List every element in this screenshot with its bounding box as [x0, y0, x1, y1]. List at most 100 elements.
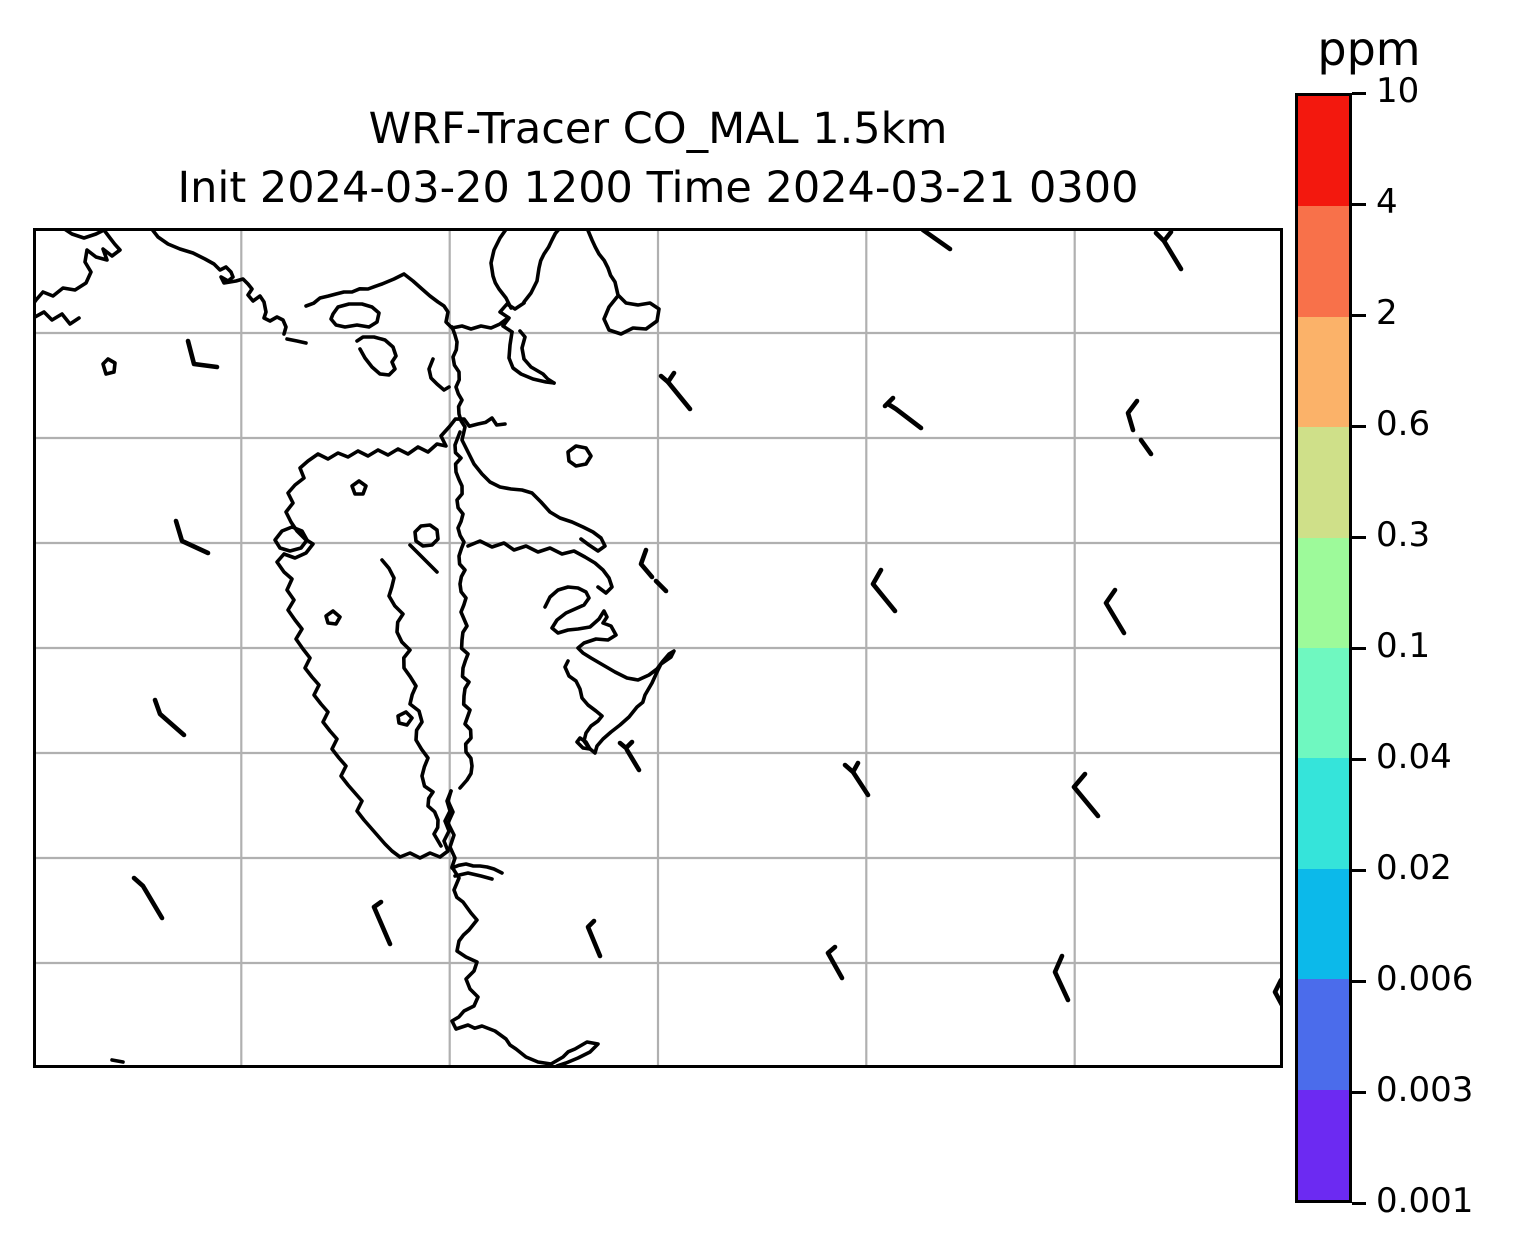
colorbar-tick [1352, 979, 1366, 983]
map-gridlines [33, 228, 1283, 1068]
coastline-path [453, 871, 494, 881]
coastline-path [450, 325, 607, 553]
coastline-path [466, 539, 614, 595]
coastline-path [33, 228, 122, 306]
coastline-path [498, 301, 526, 334]
wind-barb [624, 747, 642, 773]
wind-barb [1161, 229, 1174, 244]
wind-barb [1052, 953, 1071, 1003]
coastline-path [413, 523, 440, 548]
coastline-path [149, 228, 288, 336]
coastline-path [522, 228, 562, 304]
coastline-path [489, 228, 513, 310]
coastline-path [427, 357, 451, 392]
colorbar-tick [1352, 1090, 1366, 1094]
colorbar-tick-label: 0.003 [1376, 1070, 1474, 1110]
wind-barbs [131, 228, 1283, 1008]
colorbar-tick-label: 0.02 [1376, 848, 1452, 888]
plot-title: WRF-Tracer CO_MAL 1.5km [368, 104, 948, 154]
wind-barb [1103, 587, 1127, 636]
wind-barb [617, 739, 635, 751]
colorbar-tick-label: 0.3 [1376, 515, 1431, 555]
coastline-path [396, 710, 414, 727]
coastline-path [408, 543, 439, 574]
colorbar-tick [1352, 91, 1366, 95]
coastline-path [304, 272, 510, 331]
coastline-path [33, 310, 81, 326]
coastline-path [446, 789, 600, 1068]
coastline-path [275, 416, 507, 860]
wind-barb [850, 760, 861, 775]
colorbar-tick-label: 0.04 [1376, 737, 1452, 777]
colorbar-segment [1298, 206, 1349, 317]
colorbar-tick-label: 4 [1376, 182, 1398, 222]
coastline-path [575, 736, 592, 751]
wind-barb [885, 401, 924, 431]
coastline-path [566, 444, 593, 468]
coastline-path [350, 479, 368, 496]
wind-barb [585, 918, 603, 959]
colorbar-segment [1298, 427, 1349, 538]
colorbar-tick [1352, 1201, 1366, 1205]
plot-subtitle: Init 2024-03-20 1200 Time 2024-03-21 030… [177, 163, 1139, 213]
colorbar-tick-label: 0.6 [1376, 404, 1431, 444]
coastline-path [543, 585, 676, 755]
wind-barb [131, 875, 165, 921]
colorbar-segment [1298, 96, 1349, 207]
colorbar-tick-label: 0.006 [1376, 959, 1474, 999]
coastline-path [585, 228, 661, 336]
colorbar-segment [1298, 648, 1349, 759]
colorbar-segment [1298, 979, 1349, 1090]
coastline-path [518, 329, 556, 385]
colorbar-tick [1352, 202, 1366, 206]
wind-barb [152, 697, 187, 738]
coastline-path [285, 337, 308, 345]
colorbar-segment [1298, 868, 1349, 980]
colorbar-tick [1352, 757, 1366, 761]
colorbar-tick [1352, 424, 1366, 428]
colorbar-segment [1298, 758, 1349, 869]
wind-barb [665, 370, 677, 385]
colorbar-segment [1298, 1089, 1349, 1201]
wind-barb [825, 944, 845, 981]
wind-barb [185, 338, 220, 370]
coastline-path [450, 862, 504, 875]
wind-barb [173, 518, 211, 556]
map-frame [33, 228, 1283, 1068]
wind-barb [653, 578, 669, 594]
colorbar-segment [1298, 316, 1349, 428]
colorbar-tick-label: 0.1 [1376, 626, 1431, 666]
wind-barb [1125, 398, 1140, 433]
wind-barb [1071, 771, 1101, 819]
colorbar-tick [1352, 313, 1366, 317]
wind-barb [371, 899, 393, 947]
coastline-path [329, 302, 381, 329]
coastline-path [110, 1058, 125, 1064]
coastline-path [101, 357, 117, 376]
coastline-path [324, 609, 342, 626]
coastline-path [355, 335, 398, 377]
coastline-path [380, 558, 443, 848]
colorbar-tick [1352, 868, 1366, 872]
colorbar [1295, 93, 1352, 1203]
coastline-path [507, 330, 556, 385]
colorbar-tick [1352, 535, 1366, 539]
wind-barb [638, 547, 655, 580]
coastline-path [273, 525, 309, 553]
wind-barb [1138, 437, 1154, 457]
coastline-path [453, 430, 474, 790]
plot-title-block: WRF-Tracer CO_MAL 1.5km Init 2024-03-20 … [33, 100, 1283, 218]
wind-barb [1272, 977, 1283, 1008]
colorbar-tick [1352, 646, 1366, 650]
wind-barb [882, 395, 896, 409]
colorbar-segment [1298, 537, 1349, 649]
wind-barb [658, 373, 693, 412]
coastlines [33, 228, 676, 1068]
colorbar-tick-label: 2 [1376, 293, 1398, 333]
colorbar-tick-label: 0.001 [1376, 1181, 1474, 1221]
colorbar-tick-label: 10 [1376, 71, 1420, 111]
wind-barb [920, 228, 953, 252]
wind-barb [870, 567, 898, 614]
